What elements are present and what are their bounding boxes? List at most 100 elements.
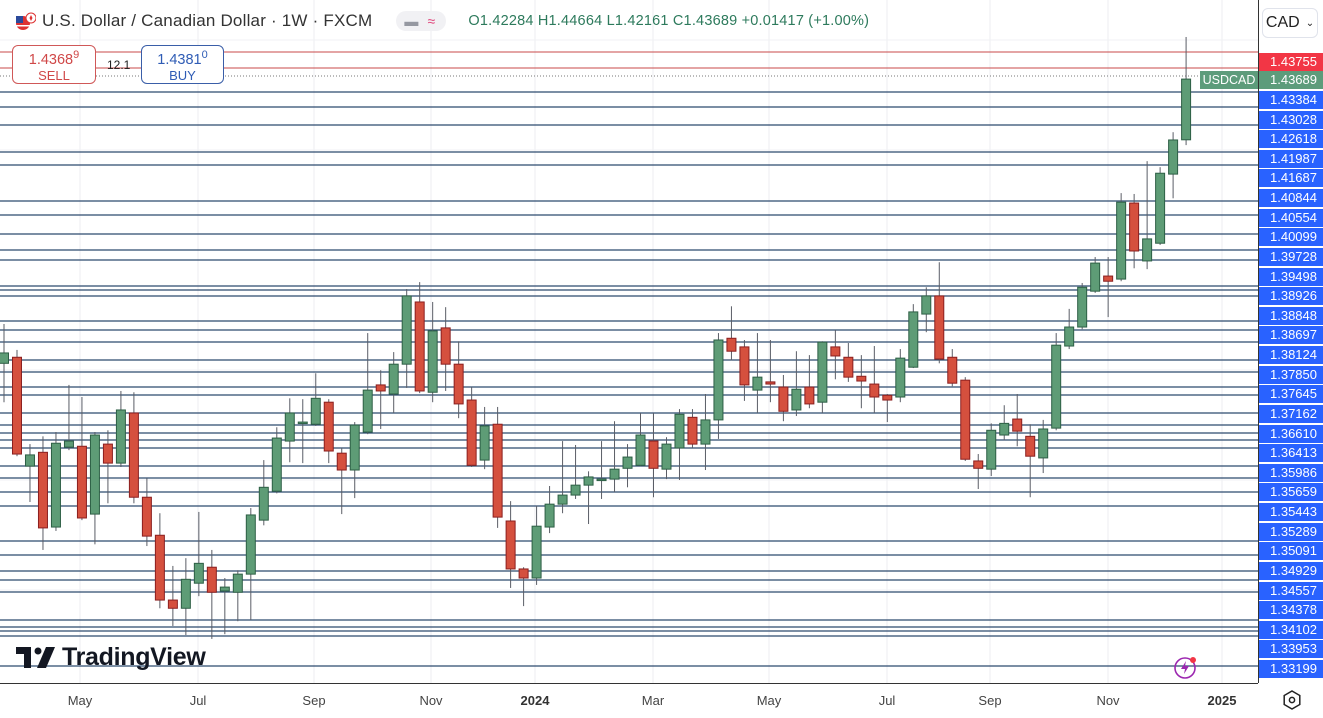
candle[interactable]: [1051, 333, 1062, 431]
candle[interactable]: [570, 444, 581, 499]
candle[interactable]: [804, 355, 815, 409]
candle[interactable]: [1064, 308, 1075, 350]
minus-icon[interactable]: ▬: [404, 13, 419, 29]
lightning-icon[interactable]: [1173, 654, 1199, 680]
candle[interactable]: [531, 505, 542, 585]
price-chart[interactable]: [0, 0, 1258, 683]
candle[interactable]: [102, 430, 113, 504]
candle[interactable]: [1155, 167, 1166, 245]
candle[interactable]: [154, 513, 165, 609]
candle[interactable]: [557, 441, 568, 514]
candle[interactable]: [817, 341, 828, 413]
candle[interactable]: [1129, 193, 1140, 269]
candle[interactable]: [505, 501, 516, 588]
candle[interactable]: [323, 399, 334, 464]
candle[interactable]: [24, 444, 35, 502]
candle[interactable]: [921, 287, 932, 333]
candle[interactable]: [609, 421, 620, 493]
candle[interactable]: [0, 324, 9, 403]
candle[interactable]: [622, 444, 633, 488]
candle[interactable]: [414, 282, 425, 394]
candle[interactable]: [258, 460, 269, 526]
candle[interactable]: [479, 406, 490, 470]
sell-button[interactable]: 1.43689 SELL: [12, 45, 96, 84]
candle[interactable]: [1103, 257, 1114, 318]
candle[interactable]: [713, 333, 724, 439]
candle[interactable]: [284, 398, 295, 463]
candle[interactable]: [518, 567, 529, 607]
candle[interactable]: [648, 412, 659, 498]
candle[interactable]: [492, 406, 503, 528]
candle[interactable]: [232, 570, 243, 622]
candle[interactable]: [635, 412, 646, 467]
candle[interactable]: [1181, 36, 1192, 146]
candle[interactable]: [1116, 193, 1127, 282]
candle[interactable]: [1142, 161, 1153, 270]
candle[interactable]: [700, 393, 711, 471]
candle[interactable]: [362, 333, 373, 435]
candle[interactable]: [89, 432, 100, 545]
candle[interactable]: [453, 341, 464, 419]
candle[interactable]: [245, 508, 256, 620]
candle[interactable]: [271, 427, 282, 494]
wave-approx-icon[interactable]: ≈: [427, 13, 436, 29]
candle[interactable]: [544, 486, 555, 534]
currency-dropdown[interactable]: CAD ⌄: [1262, 8, 1318, 38]
candle[interactable]: [947, 349, 958, 387]
candle[interactable]: [115, 390, 126, 467]
candle[interactable]: [336, 447, 347, 515]
candle[interactable]: [310, 373, 321, 426]
candle[interactable]: [843, 343, 854, 382]
candle[interactable]: [1077, 282, 1088, 330]
candle[interactable]: [167, 565, 178, 626]
candle[interactable]: [440, 307, 451, 391]
candle[interactable]: [583, 471, 594, 525]
candle[interactable]: [401, 289, 412, 388]
candle[interactable]: [193, 511, 204, 597]
candle[interactable]: [765, 339, 776, 403]
candle[interactable]: [1025, 424, 1036, 498]
candle[interactable]: [141, 478, 152, 547]
candle[interactable]: [466, 387, 477, 467]
candle[interactable]: [999, 405, 1010, 441]
candle[interactable]: [219, 578, 230, 635]
candle[interactable]: [739, 339, 750, 401]
candle[interactable]: [882, 393, 893, 423]
candle[interactable]: [830, 330, 841, 380]
candle[interactable]: [50, 432, 61, 531]
candle[interactable]: [973, 454, 984, 490]
indicator-toggle-pill[interactable]: ▬ ≈: [396, 11, 447, 31]
candle[interactable]: [895, 349, 906, 403]
candle[interactable]: [752, 333, 763, 413]
candle[interactable]: [375, 370, 386, 429]
candle[interactable]: [11, 349, 22, 457]
candle[interactable]: [180, 558, 191, 636]
candle[interactable]: [960, 377, 971, 461]
candle[interactable]: [1090, 257, 1101, 293]
candle[interactable]: [1168, 132, 1179, 199]
time-axis[interactable]: May Jul Sep Nov 2024 Mar May Jul Sep Nov 2025: [0, 683, 1258, 718]
candle[interactable]: [986, 423, 997, 477]
candle[interactable]: [908, 304, 919, 369]
candle[interactable]: [1012, 393, 1023, 447]
candle[interactable]: [128, 392, 139, 504]
candle[interactable]: [349, 422, 360, 499]
symbol-title[interactable]: U.S. Dollar / Canadian Dollar · 1W · FXC…: [42, 11, 373, 30]
candle[interactable]: [427, 301, 438, 403]
candle[interactable]: [674, 409, 685, 480]
candle[interactable]: [388, 352, 399, 413]
tradingview-logo[interactable]: TradingView: [16, 643, 206, 672]
candle[interactable]: [37, 436, 48, 550]
candle[interactable]: [687, 409, 698, 448]
candle[interactable]: [778, 374, 789, 422]
settings-icon[interactable]: [1281, 689, 1303, 711]
candle[interactable]: [934, 262, 945, 364]
candle[interactable]: [596, 441, 607, 499]
candle[interactable]: [869, 346, 880, 413]
candle[interactable]: [76, 397, 87, 521]
candle[interactable]: [63, 384, 74, 451]
candle[interactable]: [726, 306, 737, 361]
candle[interactable]: [297, 399, 308, 464]
buy-button[interactable]: 1.43810 BUY: [141, 45, 224, 84]
candle[interactable]: [1038, 419, 1049, 474]
